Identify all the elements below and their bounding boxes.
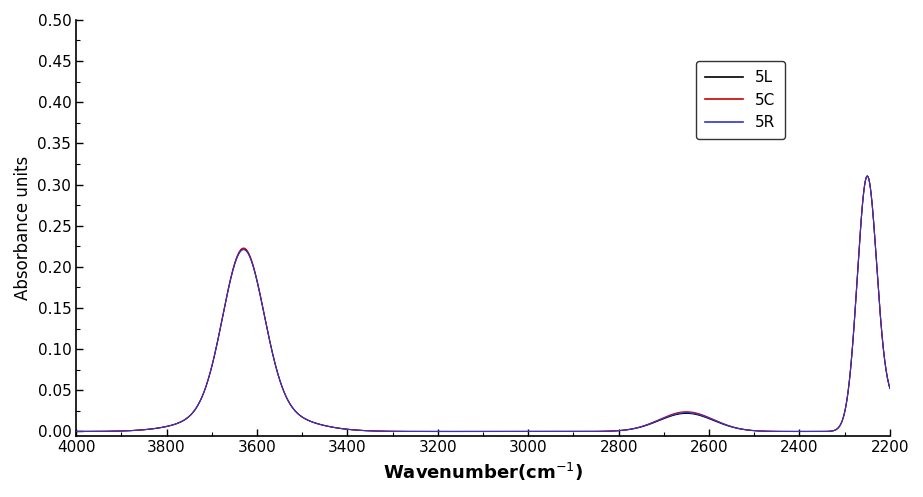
5R [71, 428, 82, 434]
5L [211, 340, 222, 346]
5C [884, 386, 895, 392]
5C [869, 229, 880, 235]
5C [781, 428, 792, 434]
5C [71, 428, 82, 434]
5L [71, 428, 82, 434]
5L [516, 428, 527, 434]
5R [781, 428, 792, 434]
5R [884, 386, 895, 392]
5L [163, 423, 174, 429]
Line: 5L: 5L [77, 176, 890, 431]
Y-axis label: Absorbance units: Absorbance units [14, 156, 32, 300]
5C [862, 173, 873, 179]
5R [211, 340, 222, 346]
Line: 5C: 5C [77, 176, 890, 431]
5R [862, 173, 873, 179]
Legend: 5L, 5C, 5R: 5L, 5C, 5R [696, 61, 785, 139]
5R [869, 229, 880, 235]
5L [869, 229, 880, 235]
X-axis label: Wavenumber(cm$^{-1}$): Wavenumber(cm$^{-1}$) [383, 461, 583, 483]
5L [884, 386, 895, 392]
5C [418, 428, 429, 434]
5C [383, 428, 394, 434]
5L [781, 428, 792, 434]
5R [516, 428, 527, 434]
5C [211, 339, 222, 345]
5L [383, 428, 394, 434]
5L [418, 428, 429, 434]
5R [163, 423, 174, 429]
Line: 5R: 5R [77, 176, 890, 431]
5R [383, 428, 394, 434]
5C [516, 428, 527, 434]
5L [862, 173, 873, 179]
5C [163, 423, 174, 429]
5R [418, 428, 429, 434]
